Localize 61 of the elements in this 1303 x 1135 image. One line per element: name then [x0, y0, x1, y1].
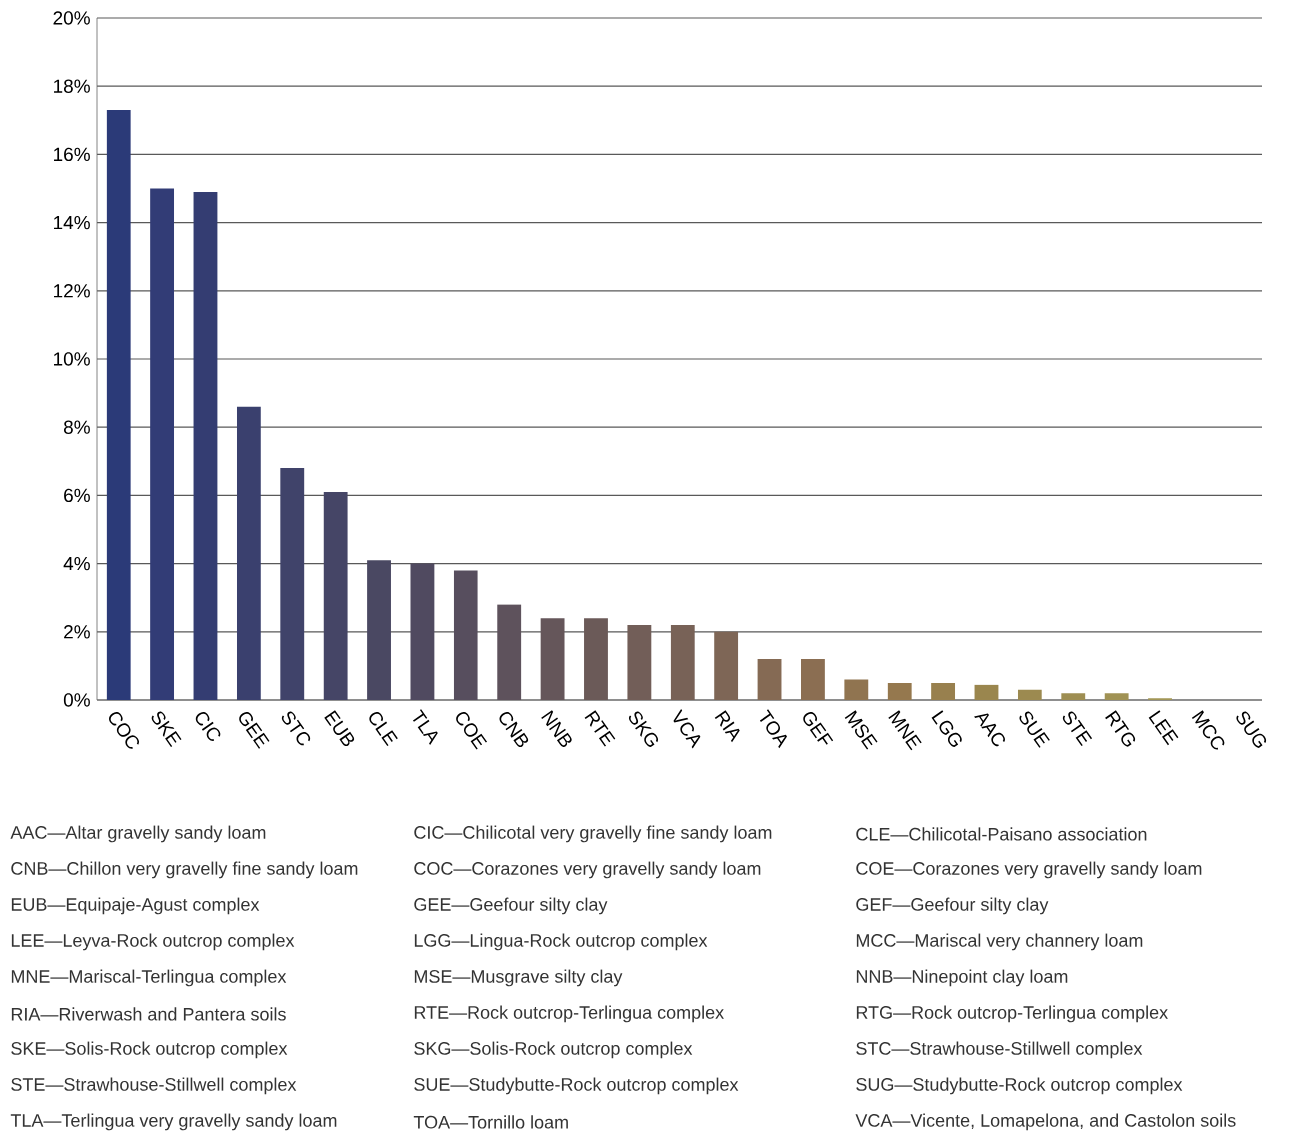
bar: [887, 682, 912, 700]
bar: [627, 624, 652, 700]
bar: [974, 684, 999, 700]
bar: [931, 682, 956, 700]
bar: [1104, 693, 1129, 700]
y-tick-label: 8%: [63, 420, 90, 434]
y-tick-label: 20%: [53, 11, 90, 25]
text: STC—Strawhouse-Stillwell complex: [856, 1041, 1143, 1059]
y-tick-label: 0%: [63, 693, 90, 707]
text: MCC—Mariscal very channery loam: [856, 933, 1143, 951]
bar: [106, 110, 131, 700]
text: SKG—Solis-Rock outcrop complex: [414, 1041, 693, 1059]
y-tick-label: 6%: [64, 488, 90, 503]
y-tick-label: 18%: [54, 79, 90, 93]
bar: [714, 631, 739, 700]
text: CLE—Chilicotal-Paisano association: [856, 827, 1147, 841]
bar: [193, 191, 218, 700]
bar: [367, 560, 391, 700]
text: SKE—Solis-Rock outcrop complex: [11, 1041, 288, 1059]
text: LEE—Leyva-Rock outcrop complex: [11, 933, 295, 951]
text: MNE—Mariscal-Terlingua complex: [11, 969, 287, 987]
bar: [844, 679, 869, 700]
text: RTE—Rock outcrop-Terlingua complex: [414, 1005, 724, 1023]
text: NNB—Ninepoint clay loam: [856, 969, 1068, 987]
bar: [670, 624, 695, 700]
bar: [1061, 693, 1086, 700]
text: RIA—Riverwash and Pantera soils: [11, 1007, 286, 1021]
text: EUB—Equipaje-Agust complex: [11, 897, 260, 915]
y-tick-label: 12%: [54, 284, 90, 298]
text: LGG—Lingua-Rock outcrop complex: [414, 933, 708, 951]
text: GEF—Geefour silty clay: [856, 897, 1049, 915]
bar: [323, 491, 348, 700]
x-tick-label: RIA: [714, 710, 740, 743]
text: CIC—Chilicotal very gravelly fine sandy loam: [414, 825, 772, 843]
text: RTG—Rock outcrop-Terlingua complex: [856, 1005, 1168, 1023]
bar: [584, 618, 608, 700]
y-tick-label: 2%: [64, 625, 90, 639]
y-tick-label: 10%: [54, 352, 90, 366]
y-tick-label: 4%: [63, 556, 90, 571]
y-tick-label: 16%: [54, 147, 90, 162]
text: AAC—Altar gravelly sandy loam: [10, 825, 266, 843]
text: TOA—Tornillo loam: [413, 1115, 568, 1129]
bar: [410, 563, 435, 700]
text: SUE—Studybutte-Rock outcrop complex: [414, 1077, 739, 1095]
text: GEE—Geefour silty clay: [414, 897, 608, 915]
y-tick-label: 14%: [54, 215, 90, 230]
bar: [800, 659, 825, 700]
text: CNB—Chillon very gravelly fine sandy loam: [11, 861, 358, 879]
text: COE—Corazones very gravelly sandy loam: [856, 861, 1202, 879]
bar: [236, 406, 261, 700]
text: TLA—Terlingua very gravelly sandy loam: [10, 1113, 337, 1131]
bar: [757, 659, 782, 700]
text: SUG—Studybutte-Rock outcrop complex: [856, 1077, 1183, 1095]
x-tick-label: CIC: [195, 712, 221, 741]
bar: [280, 468, 305, 700]
bar: [150, 188, 175, 700]
text: STE—Strawhouse-Stillwell complex: [11, 1077, 297, 1095]
text: VCA—Vicente, Lomapelona, and Castolon soils: [855, 1113, 1236, 1131]
text: MSE—Musgrave silty clay: [414, 969, 623, 987]
text: COC—Corazones very gravelly sandy loam: [414, 861, 761, 879]
bar: [1017, 689, 1042, 700]
